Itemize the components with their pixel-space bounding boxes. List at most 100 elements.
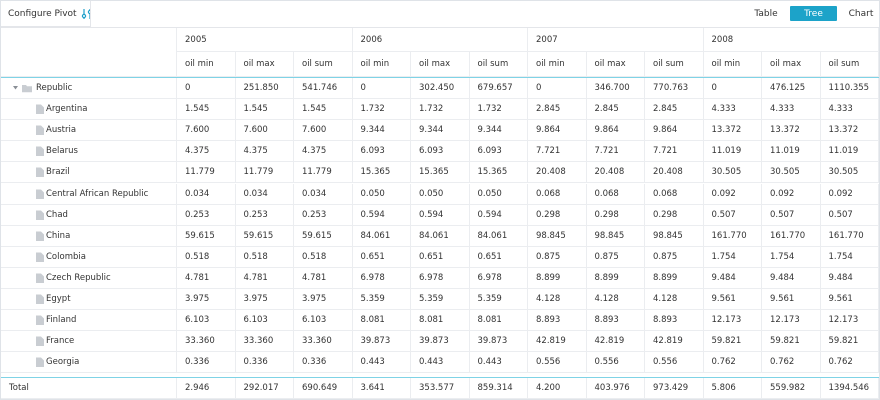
- measure-header: oil sum: [645, 52, 704, 77]
- value-cell: 9.484: [820, 267, 879, 289]
- child-label-cell: Belarus: [1, 141, 177, 163]
- value-cell: 13.372: [703, 120, 762, 142]
- value-cell: 3.975: [177, 289, 236, 311]
- year-header: 2005: [177, 28, 353, 52]
- value-cell: 161.770: [703, 225, 762, 247]
- child-label-cell: Central African Republic: [1, 183, 177, 205]
- value-cell: 0.518: [235, 246, 294, 268]
- view-mode-button[interactable]: Chart: [848, 8, 874, 19]
- expand-toggle[interactable]: [11, 83, 33, 93]
- measure-header: oil sum: [294, 52, 353, 77]
- child-label-cell: Georgia: [1, 352, 177, 374]
- value-cell: 33.360: [235, 331, 294, 353]
- value-cell: 0.762: [762, 352, 821, 374]
- value-cell: 0: [352, 78, 411, 100]
- measure-header: oil min: [352, 52, 411, 77]
- value-cell: 5.359: [352, 289, 411, 311]
- value-cell: 98.845: [645, 225, 704, 247]
- value-cell: 476.125: [762, 78, 821, 100]
- value-cell: 0.050: [469, 183, 528, 205]
- value-cell: 0.762: [703, 352, 762, 374]
- value-cell: 0.651: [352, 246, 411, 268]
- value-cell: 6.103: [177, 310, 236, 332]
- view-mode-button[interactable]: Table: [754, 8, 778, 19]
- configure-pivot-button[interactable]: Configure Pivot: [1, 1, 91, 27]
- value-cell: 0.762: [820, 352, 879, 374]
- value-cell: 13.372: [820, 120, 879, 142]
- value-cell: 679.657: [469, 78, 528, 100]
- measure-header: oil max: [235, 52, 294, 77]
- child-label: Colombia: [46, 251, 86, 262]
- value-cell: 2.845: [586, 99, 645, 121]
- value-cell: 11.779: [235, 162, 294, 184]
- value-cell: 4.333: [703, 99, 762, 121]
- measure-header: oil sum: [820, 52, 879, 77]
- value-cell: 33.360: [294, 331, 353, 353]
- value-cell: 0: [703, 78, 762, 100]
- value-cell: 0.034: [177, 183, 236, 205]
- value-cell: 2.845: [645, 99, 704, 121]
- value-cell: 161.770: [762, 225, 821, 247]
- child-label-cell: Czech Republic: [1, 267, 177, 289]
- value-cell: 0.518: [294, 246, 353, 268]
- value-cell: 11.019: [762, 141, 821, 163]
- child-label-cell: Finland: [1, 310, 177, 332]
- value-cell: 0.594: [411, 204, 470, 226]
- value-cell: 859.314: [469, 378, 528, 399]
- value-cell: 6.103: [235, 310, 294, 332]
- child-label: France: [46, 336, 75, 347]
- value-cell: 346.700: [586, 78, 645, 100]
- value-cell: 9.344: [411, 120, 470, 142]
- value-cell: 9.561: [820, 289, 879, 311]
- value-cell: 353.577: [411, 378, 470, 399]
- value-cell: 4.128: [528, 289, 587, 311]
- value-cell: 9.484: [762, 267, 821, 289]
- value-cell: 9.484: [703, 267, 762, 289]
- value-cell: 4.375: [177, 141, 236, 163]
- value-cell: 42.819: [645, 331, 704, 353]
- value-cell: 1.732: [411, 99, 470, 121]
- value-cell: 30.505: [820, 162, 879, 184]
- value-cell: 30.505: [703, 162, 762, 184]
- value-cell: 6.103: [294, 310, 353, 332]
- value-cell: 2.845: [528, 99, 587, 121]
- value-cell: 0.556: [586, 352, 645, 374]
- value-cell: 8.893: [586, 310, 645, 332]
- child-label-cell: Egypt: [1, 289, 177, 311]
- value-cell: 3.975: [294, 289, 353, 311]
- value-cell: 7.600: [294, 120, 353, 142]
- view-mode-button[interactable]: Tree: [790, 6, 837, 21]
- value-cell: 0.034: [294, 183, 353, 205]
- value-cell: 0.050: [411, 183, 470, 205]
- value-cell: 973.429: [645, 378, 704, 399]
- value-cell: 0.253: [235, 204, 294, 226]
- value-cell: 15.365: [352, 162, 411, 184]
- value-cell: 39.873: [469, 331, 528, 353]
- measure-header: oil max: [586, 52, 645, 77]
- value-cell: 39.873: [352, 331, 411, 353]
- value-cell: 302.450: [411, 78, 470, 100]
- child-label-cell: Argentina: [1, 99, 177, 121]
- value-cell: 0: [177, 78, 236, 100]
- value-cell: 59.615: [235, 225, 294, 247]
- value-cell: 0.068: [645, 183, 704, 205]
- value-cell: 0.443: [352, 352, 411, 374]
- value-cell: 4.333: [762, 99, 821, 121]
- file-icon: [36, 294, 44, 305]
- value-cell: 33.360: [177, 331, 236, 353]
- value-cell: 20.408: [586, 162, 645, 184]
- value-cell: 4.128: [586, 289, 645, 311]
- toolbar-divider: [1, 27, 879, 28]
- value-cell: 403.976: [586, 378, 645, 399]
- value-cell: 84.061: [352, 225, 411, 247]
- total-divider: [1, 377, 879, 378]
- measure-header: oil min: [703, 52, 762, 77]
- value-cell: 42.819: [528, 331, 587, 353]
- file-icon: [36, 210, 44, 220]
- value-cell: 5.359: [411, 289, 470, 311]
- value-cell: 0.336: [294, 352, 353, 374]
- value-cell: 292.017: [235, 378, 294, 399]
- value-cell: 7.600: [177, 120, 236, 142]
- value-cell: 8.081: [469, 310, 528, 332]
- value-cell: 59.615: [177, 225, 236, 247]
